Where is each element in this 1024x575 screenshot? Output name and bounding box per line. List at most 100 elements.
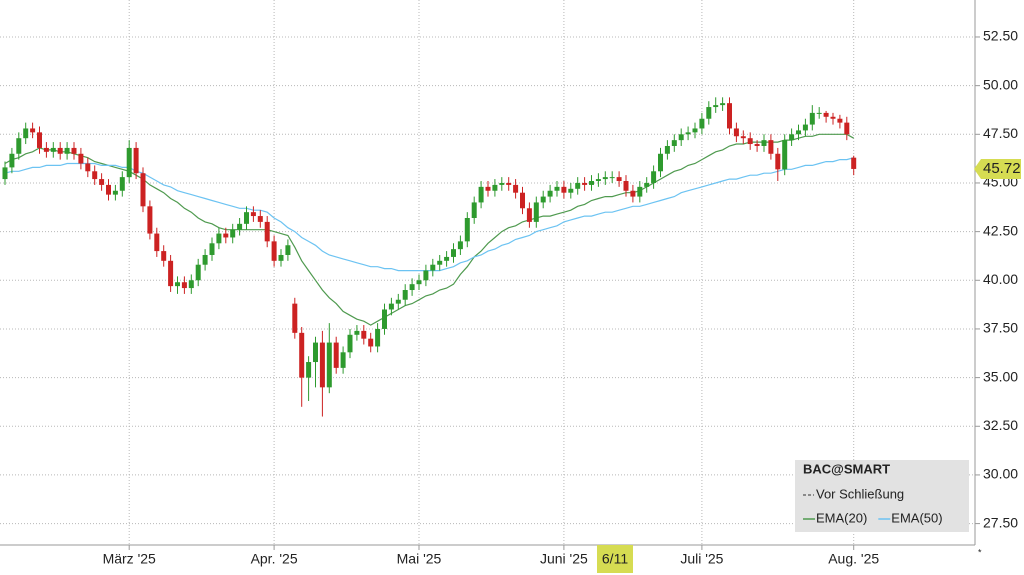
axes: 27.5030.0032.5035.0037.5040.0042.5045.00… <box>103 28 1019 567</box>
y-tick-label: 50.00 <box>983 76 1018 92</box>
candle-body <box>809 112 815 125</box>
candle-body <box>382 309 387 329</box>
candle-body <box>85 163 91 172</box>
candle-body <box>796 130 801 135</box>
candle-body <box>209 243 215 255</box>
candles <box>2 97 857 417</box>
candle-body <box>285 245 291 255</box>
candle-body <box>244 212 249 224</box>
legend-note: Vor Schließung <box>816 486 904 501</box>
candle-body <box>492 184 498 191</box>
last-price-label: 45.72 <box>983 160 1021 177</box>
crosshair-label-box <box>597 545 633 573</box>
candle-body <box>478 186 484 203</box>
candle-body <box>416 280 422 285</box>
candle-body <box>37 132 42 148</box>
candle-body <box>685 132 691 135</box>
ema-line <box>4 157 854 272</box>
candle-body <box>237 223 243 230</box>
candle-body <box>816 112 822 114</box>
candle-body <box>347 334 353 353</box>
candle-body <box>181 282 187 289</box>
candle-body <box>499 182 505 185</box>
candle-body <box>437 260 443 265</box>
y-tick-label: 27.50 <box>983 514 1018 530</box>
candle-body <box>140 173 146 207</box>
candle-body <box>602 177 608 180</box>
candle-body <box>257 216 263 222</box>
candle-body <box>775 153 781 170</box>
candle-body <box>761 140 767 146</box>
x-tick-label: Juli '25 <box>680 551 723 567</box>
candle-body <box>651 171 657 183</box>
candle-body <box>43 147 49 152</box>
legend-symbol: BAC@SMART <box>803 461 890 476</box>
candle-body <box>554 186 560 191</box>
candle-body <box>830 116 836 119</box>
last-price-box <box>974 158 1021 179</box>
candle-body <box>161 251 167 261</box>
candle-body <box>520 192 525 209</box>
candle-body <box>175 282 180 287</box>
candle-body <box>692 128 698 133</box>
candle-body <box>768 140 774 154</box>
x-tick-label: Aug. '25 <box>828 551 879 567</box>
candle-body <box>92 171 98 180</box>
candle-body <box>299 332 305 378</box>
candle-body <box>526 208 532 222</box>
candle-body <box>2 167 8 180</box>
candle-body <box>106 184 111 195</box>
candle-body <box>547 190 553 197</box>
candle-body <box>706 107 712 119</box>
y-tick-label: 32.50 <box>983 417 1018 433</box>
candle-body <box>513 184 519 193</box>
candle-body <box>823 112 829 117</box>
candle-body <box>802 124 808 131</box>
candle-body <box>451 249 456 257</box>
candle-body <box>582 182 588 185</box>
candle-body <box>402 290 408 300</box>
candle-body <box>50 147 56 152</box>
candle-body <box>595 179 601 182</box>
candle-body <box>64 147 70 154</box>
indicator-lines <box>4 133 854 326</box>
candle-body <box>71 147 77 154</box>
candle-body <box>671 140 677 146</box>
candle-body <box>623 181 629 191</box>
ema-line <box>4 133 854 326</box>
candle-body <box>306 362 312 378</box>
candle-body <box>837 118 843 123</box>
grid <box>0 0 975 545</box>
candle-body <box>471 202 477 218</box>
candle-body <box>264 221 270 242</box>
x-tick-label: März '25 <box>103 551 156 567</box>
candle-body <box>250 212 256 217</box>
candle-body <box>30 128 36 133</box>
legend-label: EMA(20) <box>816 510 867 525</box>
candle-body <box>119 177 125 191</box>
candle-body <box>57 147 63 154</box>
candle-body <box>409 284 415 291</box>
candle-body <box>9 153 15 168</box>
candle-body <box>168 260 174 287</box>
candle-body <box>423 270 429 281</box>
candle-body <box>789 134 795 141</box>
candle-body <box>16 138 22 154</box>
candle-body <box>664 145 670 154</box>
candle-body <box>271 241 277 261</box>
candle-body <box>740 136 746 139</box>
candle-body <box>340 352 346 368</box>
candle-body <box>319 342 325 388</box>
candle-body <box>112 190 118 195</box>
x-tick-label: Apr. '25 <box>251 551 298 567</box>
candle-body <box>375 328 381 347</box>
candle-body <box>851 157 857 169</box>
candle-body <box>216 233 222 244</box>
candle-body <box>533 202 539 222</box>
x-tick-label: Juni '25 <box>540 551 588 567</box>
candle-body <box>609 177 615 179</box>
candle-body <box>188 280 194 289</box>
candle-body <box>727 103 732 129</box>
